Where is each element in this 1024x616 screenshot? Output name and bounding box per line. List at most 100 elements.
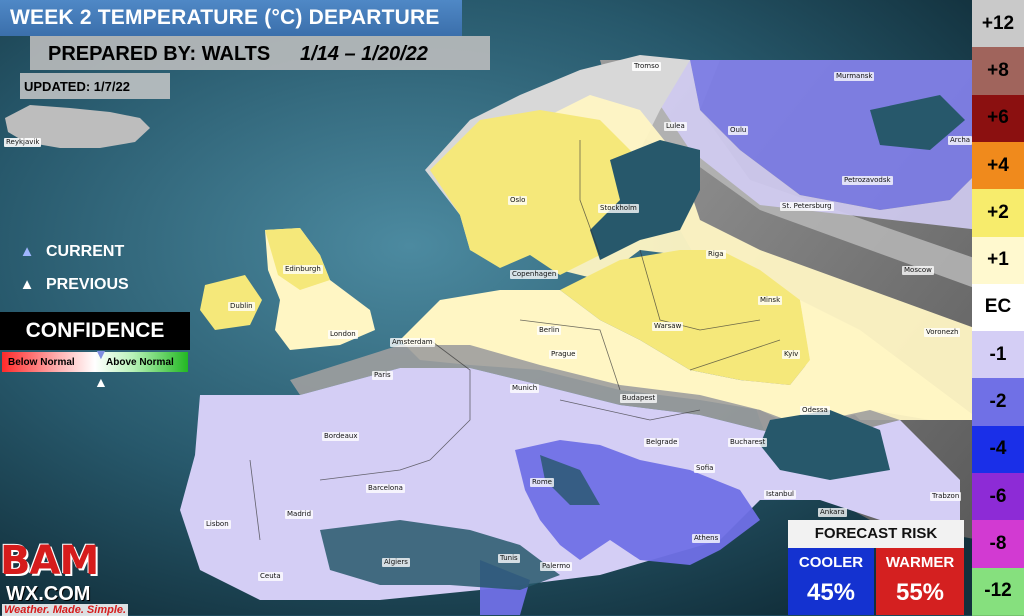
city-label-voronezh: Voronezh xyxy=(924,328,961,337)
city-label-algiers: Algiers xyxy=(382,558,410,567)
scale-cell: +8 xyxy=(972,47,1024,96)
scale-cell: +12 xyxy=(972,0,1024,49)
legend-current-label: CURRENT xyxy=(46,243,125,260)
current-arrow-icon: ▲ xyxy=(19,243,35,260)
adriatic-sea xyxy=(540,455,600,505)
city-label-madrid: Madrid xyxy=(285,510,314,519)
confidence-current-marker-icon: ▼ xyxy=(94,346,108,362)
warmer-label: WARMER xyxy=(885,554,955,571)
scale-cell: -4 xyxy=(972,425,1024,475)
cooler-label: COOLER xyxy=(798,554,864,571)
city-label-budapest: Budapest xyxy=(620,394,658,403)
city-label-stockholm: Stockholm xyxy=(598,204,639,213)
city-label-arch: Archa xyxy=(948,136,973,145)
city-label-tromso: Tromso xyxy=(632,62,662,71)
city-label-ankara: Ankara xyxy=(818,508,847,517)
city-label-sofia: Sofia xyxy=(694,464,716,473)
legend-previous: ▲ PREVIOUS xyxy=(14,276,129,294)
warmer-percent: 55% xyxy=(895,579,945,606)
city-label-prague: Prague xyxy=(549,350,578,359)
map-title-bar: WEEK 2 TEMPERATURE (°C) DEPARTURE xyxy=(0,0,462,36)
scale-cell: +6 xyxy=(972,94,1024,143)
logo-domain: WX.COM xyxy=(6,583,91,605)
city-label-tunis: Tunis xyxy=(498,554,520,563)
city-label-oulu: Oulu xyxy=(728,126,749,135)
forecast-risk-title: FORECAST RISK xyxy=(788,520,964,548)
city-label-moscow: Moscow xyxy=(902,266,934,275)
scale-cell: +4 xyxy=(972,141,1024,191)
city-label-reykjavik: Reykjavik xyxy=(4,138,42,147)
logo-tagline: Weather. Made. Simple. xyxy=(2,604,129,616)
city-label-odessa: Odessa xyxy=(800,406,830,415)
city-label-lulea: Lulea xyxy=(664,122,687,131)
city-label-palermo: Palermo xyxy=(540,562,573,571)
city-label-ceuta: Ceuta xyxy=(258,572,283,581)
iceland-land xyxy=(5,105,150,148)
city-label-munich: Munich xyxy=(510,384,540,393)
city-label-st-petersburg: St. Petersburg xyxy=(780,202,834,211)
city-label-barcelona: Barcelona xyxy=(366,484,405,493)
city-label-edinburgh: Edinburgh xyxy=(283,265,323,274)
city-label-copenhagen: Copenhagen xyxy=(510,270,559,279)
bamwx-logo: BAM WX.COM Weather. Made. Simple. xyxy=(0,528,140,616)
city-label-petrozavodsk: Petrozavodsk xyxy=(842,176,893,185)
city-label-trabzon: Trabzon xyxy=(930,492,962,501)
confidence-legend: CONFIDENCE Below Normal Above Normal ▼ ▲ xyxy=(0,312,190,392)
city-label-warsaw: Warsaw xyxy=(652,322,684,331)
previous-arrow-icon: ▲ xyxy=(19,276,35,293)
city-label-belgrade: Belgrade xyxy=(644,438,680,447)
below-normal-label: Below Normal xyxy=(8,357,75,368)
scale-cell: -1 xyxy=(972,331,1024,380)
white-sea xyxy=(870,95,965,150)
scale-cell: +2 xyxy=(972,189,1024,238)
uk-north-yellow xyxy=(265,228,330,290)
country-borders xyxy=(249,140,781,541)
city-label-riga: Riga xyxy=(706,250,726,259)
city-label-istanbul: Istanbul xyxy=(764,490,797,499)
scale-cell: -6 xyxy=(972,473,1024,522)
cooler-risk-box: COOLER 45% xyxy=(788,548,874,615)
city-label-bucharest: Bucharest xyxy=(728,438,768,447)
legend-current: ▲ CURRENT xyxy=(14,243,125,261)
city-label-bordeaux: Bordeaux xyxy=(322,432,360,441)
above-normal-label: Above Normal xyxy=(106,357,174,368)
confidence-title: CONFIDENCE xyxy=(0,312,190,350)
city-label-lisbon: Lisbon xyxy=(204,520,231,529)
scale-cell: +1 xyxy=(972,236,1024,285)
updated-bar: UPDATED: 1/7/22 xyxy=(20,73,170,99)
city-label-london: London xyxy=(328,330,358,339)
city-label-berlin: Berlin xyxy=(537,326,562,335)
med-sea xyxy=(320,520,560,590)
confidence-gradient-bar xyxy=(2,352,188,372)
ec-band-south xyxy=(290,345,900,440)
prepared-by-bar: PREPARED BY: WALTS 1/14 – 1/20/22 xyxy=(30,36,490,70)
city-label-amsterdam: Amsterdam xyxy=(390,338,435,347)
scale-cell: -8 xyxy=(972,520,1024,569)
scale-cell: -12 xyxy=(972,567,1024,616)
plus2-region-scand xyxy=(430,110,640,275)
scale-cell: -2 xyxy=(972,378,1024,427)
scale-cell: EC xyxy=(972,283,1024,333)
city-label-athens: Athens xyxy=(692,534,721,543)
temperature-color-scale: +12 +8 +6 +4 +2 +1 EC -1 -2 -4 -6 -8 -12 xyxy=(972,0,1024,616)
map-title: WEEK 2 TEMPERATURE (°C) DEPARTURE xyxy=(10,6,440,29)
confidence-previous-marker-icon: ▲ xyxy=(94,374,108,390)
city-label-dublin: Dublin xyxy=(228,302,255,311)
city-label-kyiv: Kyiv xyxy=(782,350,801,359)
date-range: 1/14 – 1/20/22 xyxy=(300,43,428,65)
city-label-minsk: Minsk xyxy=(758,296,783,305)
plus1-region-central xyxy=(400,290,980,430)
city-label-oslo: Oslo xyxy=(508,196,528,205)
updated-date: UPDATED: 1/7/22 xyxy=(24,79,130,94)
black-sea xyxy=(760,410,890,480)
forecast-risk-panel: FORECAST RISK COOLER 45% WARMER 55% xyxy=(788,520,964,615)
baltic-sea xyxy=(590,140,700,260)
prepared-by: PREPARED BY: WALTS xyxy=(48,43,271,65)
cold-region-north xyxy=(690,60,980,210)
city-label-rome: Rome xyxy=(530,478,554,487)
city-label-paris: Paris xyxy=(372,371,393,380)
city-label-murmansk: Murmansk xyxy=(834,72,875,81)
warmer-risk-box: WARMER 55% xyxy=(876,548,964,615)
legend-previous-label: PREVIOUS xyxy=(46,276,129,293)
cooler-percent: 45% xyxy=(806,579,856,606)
